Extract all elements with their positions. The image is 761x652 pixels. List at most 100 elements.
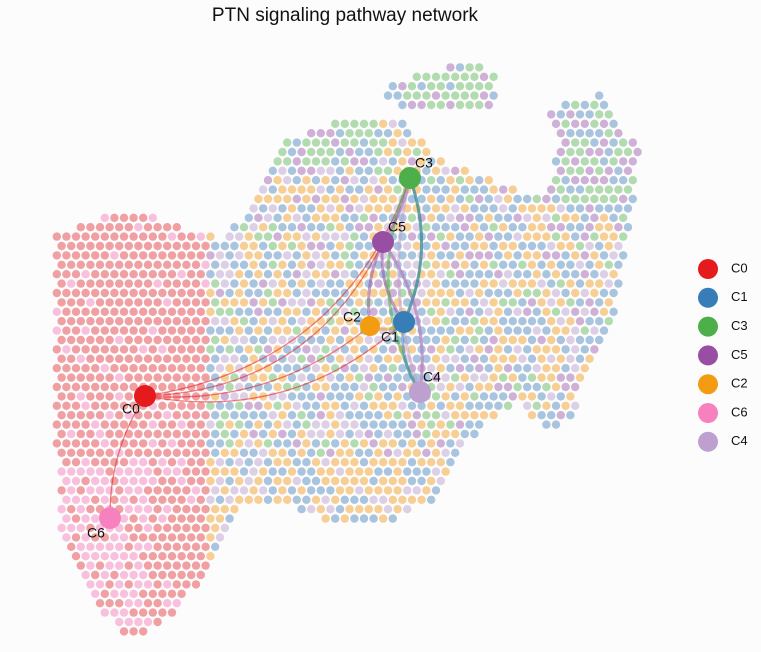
spot <box>484 82 493 91</box>
spot <box>494 345 503 354</box>
spot <box>244 288 253 298</box>
spot <box>590 326 599 335</box>
spot <box>470 91 479 100</box>
spot <box>172 241 181 251</box>
spot <box>359 382 369 392</box>
spot <box>81 495 90 504</box>
spot <box>523 401 532 410</box>
spot <box>283 194 292 204</box>
spot <box>196 420 205 429</box>
spot <box>177 439 186 448</box>
spot <box>287 411 297 420</box>
spot <box>220 317 229 326</box>
spot <box>235 270 244 279</box>
spot <box>403 467 412 476</box>
spot <box>537 392 546 401</box>
spot <box>91 420 100 429</box>
spot <box>364 373 373 382</box>
spot <box>105 448 114 457</box>
spot <box>393 411 402 420</box>
spot <box>340 495 349 504</box>
spot <box>398 82 407 91</box>
spot <box>551 119 561 128</box>
spot <box>259 429 268 439</box>
spot <box>345 373 354 382</box>
spot <box>62 476 71 486</box>
spot <box>379 495 388 504</box>
spot <box>225 251 234 260</box>
spot <box>287 392 297 401</box>
spot <box>479 185 489 194</box>
spot <box>215 345 225 354</box>
spot <box>556 335 565 345</box>
spot <box>350 420 359 429</box>
spot <box>230 505 239 514</box>
spot <box>326 129 335 138</box>
spot <box>124 467 133 476</box>
spot <box>67 429 76 439</box>
spot <box>163 429 172 439</box>
spot <box>105 599 114 608</box>
spot <box>518 279 527 288</box>
spot <box>326 260 335 269</box>
spot <box>148 476 157 486</box>
spot <box>412 91 421 100</box>
spot <box>119 364 129 373</box>
spot <box>134 467 143 476</box>
spot <box>259 317 268 326</box>
spot <box>427 326 436 335</box>
spot <box>484 176 493 185</box>
spot <box>292 194 301 204</box>
spot <box>268 486 277 495</box>
spot <box>398 495 407 504</box>
spot <box>455 176 465 185</box>
spot <box>225 382 234 392</box>
spot <box>52 288 61 298</box>
spot <box>163 260 172 269</box>
node <box>134 385 156 407</box>
spot <box>614 260 623 269</box>
spot <box>374 147 383 157</box>
spot <box>369 495 378 504</box>
spot <box>441 223 450 232</box>
spot <box>263 495 273 504</box>
spot <box>148 326 157 335</box>
spot <box>441 204 450 213</box>
spot <box>527 260 537 269</box>
spot <box>599 157 609 166</box>
spot <box>345 486 354 495</box>
spot <box>321 288 330 298</box>
spot <box>427 157 436 166</box>
spot <box>422 429 431 439</box>
spot <box>307 204 316 213</box>
spot <box>566 204 575 213</box>
spot <box>201 561 210 570</box>
spot <box>62 270 71 279</box>
spot <box>556 166 565 175</box>
legend-label: C4 <box>731 433 748 448</box>
spot <box>623 147 633 157</box>
spot <box>263 345 273 354</box>
spot <box>431 260 441 269</box>
spot <box>235 495 244 504</box>
spot <box>230 241 239 251</box>
spot <box>470 392 479 401</box>
spot <box>446 420 455 429</box>
spot <box>76 241 86 251</box>
spot <box>628 194 637 204</box>
spot <box>76 411 86 420</box>
spot <box>427 270 436 279</box>
spot <box>211 279 220 288</box>
spot <box>547 317 556 326</box>
spot <box>551 326 561 335</box>
spot <box>379 458 388 467</box>
spot <box>167 514 177 523</box>
spot <box>302 157 311 166</box>
spot <box>542 232 551 241</box>
spot <box>95 279 105 288</box>
spot <box>148 495 157 504</box>
spot <box>479 373 489 382</box>
spot <box>172 467 181 476</box>
spot <box>460 223 469 232</box>
spot <box>326 448 335 457</box>
